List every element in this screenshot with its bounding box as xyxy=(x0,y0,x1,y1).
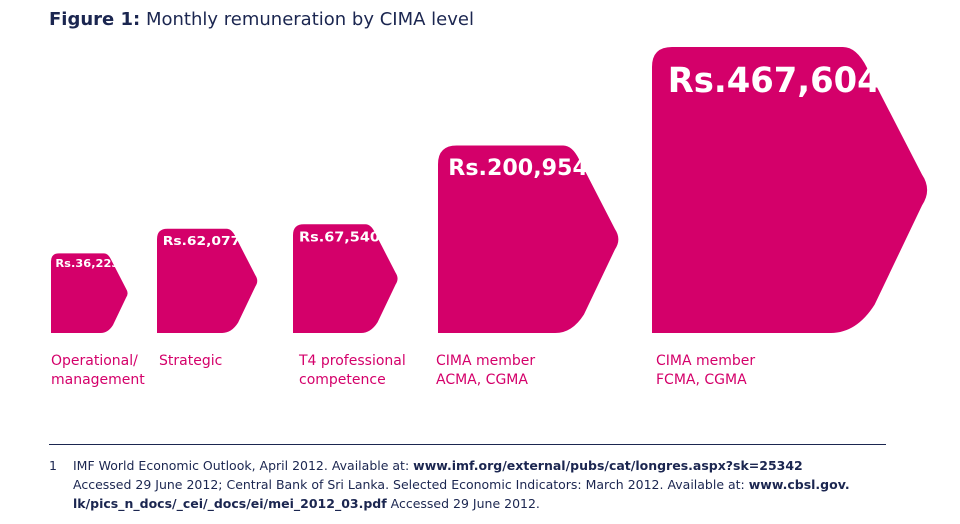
footnote-link-cbsl[interactable]: www.cbsl.gov. xyxy=(748,477,850,492)
category-label-0: Operational/ management xyxy=(51,353,145,388)
chart: Rs.36,223 Rs.62,077 Rs.67,540 Rs.200,954 Rs.… xyxy=(51,47,928,333)
footnote-text-3: Accessed 29 June 2012. xyxy=(386,496,540,511)
footnote-line-2: Accessed 29 June 2012; Central Bank of S… xyxy=(73,475,850,494)
footnote-divider xyxy=(49,444,886,445)
category-label-3: CIMA member ACMA, CGMA xyxy=(436,353,536,388)
category-label-2: T4 professional competence xyxy=(299,353,406,388)
footnote-link-imf[interactable]: www.imf.org/external/pubs/cat/longres.as… xyxy=(413,458,803,473)
category-label-4: CIMA member FCMA, CGMA xyxy=(656,353,756,388)
bar-1 xyxy=(157,228,258,333)
bar-0 xyxy=(51,253,128,333)
bar-2 xyxy=(293,224,398,333)
data-label-4: Rs.467,604 xyxy=(668,61,881,101)
bar-4 xyxy=(652,47,928,333)
data-label-0: Rs.36,223 xyxy=(55,257,119,270)
data-label-2: Rs.67,540 xyxy=(299,230,380,245)
figure-title-text: Monthly remuneration by CIMA level xyxy=(145,9,474,30)
footnote-line-3: lk/pics_n_docs/_cei/_docs/ei/mei_2012_03… xyxy=(73,494,540,513)
figure-title: Figure 1: Monthly remuneration by CIMA l… xyxy=(49,9,474,30)
footnote-line-1: IMF World Economic Outlook, April 2012. … xyxy=(73,456,803,475)
figure-label: Figure 1: xyxy=(49,9,141,30)
footnote-number: 1 xyxy=(49,458,57,473)
footnote-text-2: Accessed 29 June 2012; Central Bank of S… xyxy=(73,477,749,492)
data-label-1: Rs.62,077 xyxy=(163,233,241,248)
footnote-text-1: IMF World Economic Outlook, April 2012. … xyxy=(73,458,414,473)
data-label-3: Rs.200,954 xyxy=(448,155,588,181)
footnote-link-cbsl-cont[interactable]: lk/pics_n_docs/_cei/_docs/ei/mei_2012_03… xyxy=(73,496,387,511)
bar-3 xyxy=(438,145,619,333)
category-label-1: Strategic xyxy=(159,353,223,369)
